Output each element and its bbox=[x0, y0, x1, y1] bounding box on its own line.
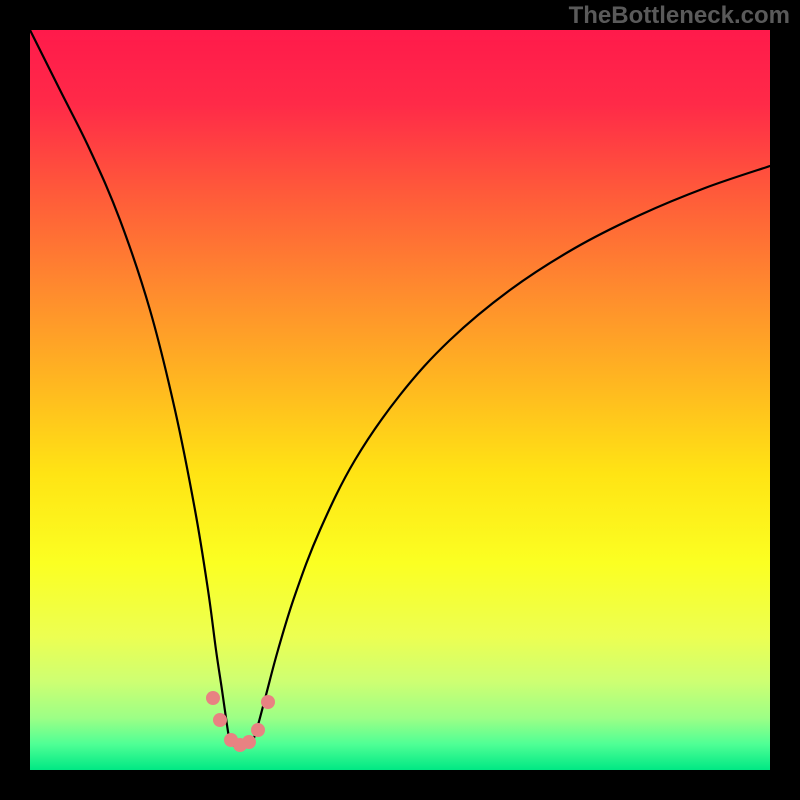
gradient-background bbox=[30, 30, 770, 770]
marker-point bbox=[251, 723, 265, 737]
marker-point bbox=[261, 695, 275, 709]
marker-point bbox=[242, 735, 256, 749]
chart-frame bbox=[0, 0, 800, 800]
bottleneck-chart-svg bbox=[0, 0, 800, 800]
watermark-text: TheBottleneck.com bbox=[569, 2, 790, 30]
marker-point bbox=[206, 691, 220, 705]
marker-point bbox=[213, 713, 227, 727]
